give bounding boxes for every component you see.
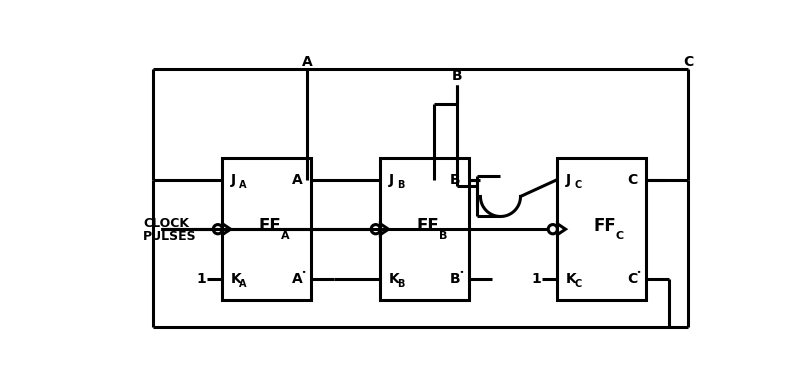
Text: B: B [397, 279, 404, 289]
Text: FF: FF [416, 217, 439, 235]
Text: K: K [566, 272, 577, 286]
Text: K: K [231, 272, 242, 286]
Text: J: J [231, 173, 236, 186]
Text: PULSES: PULSES [143, 230, 197, 243]
Text: 1: 1 [196, 272, 205, 286]
Text: C: C [616, 231, 624, 241]
Text: A: A [239, 279, 247, 289]
Text: C: C [627, 173, 637, 186]
Bar [222, 158, 311, 300]
Text: B: B [438, 231, 447, 241]
Text: C: C [574, 180, 582, 190]
Text: J: J [389, 173, 394, 186]
Text: FF: FF [258, 217, 281, 235]
Text: K: K [389, 272, 400, 286]
Text: C: C [574, 279, 582, 289]
Text: A: A [281, 231, 290, 241]
Text: B: B [452, 69, 463, 83]
Text: C: C [684, 55, 693, 69]
Text: J: J [566, 173, 571, 186]
Bar [557, 158, 646, 300]
Text: 1: 1 [531, 272, 540, 286]
Text: A: A [292, 173, 303, 186]
Text: B: B [450, 173, 460, 186]
Bar [380, 158, 469, 300]
Text: B: B [397, 180, 404, 190]
Text: A: A [292, 272, 303, 286]
Text: CLOCK: CLOCK [143, 217, 189, 230]
Text: B: B [450, 272, 460, 286]
Text: A: A [239, 180, 247, 190]
Text: A: A [302, 55, 312, 69]
Text: FF: FF [593, 217, 616, 235]
Text: C: C [627, 272, 637, 286]
